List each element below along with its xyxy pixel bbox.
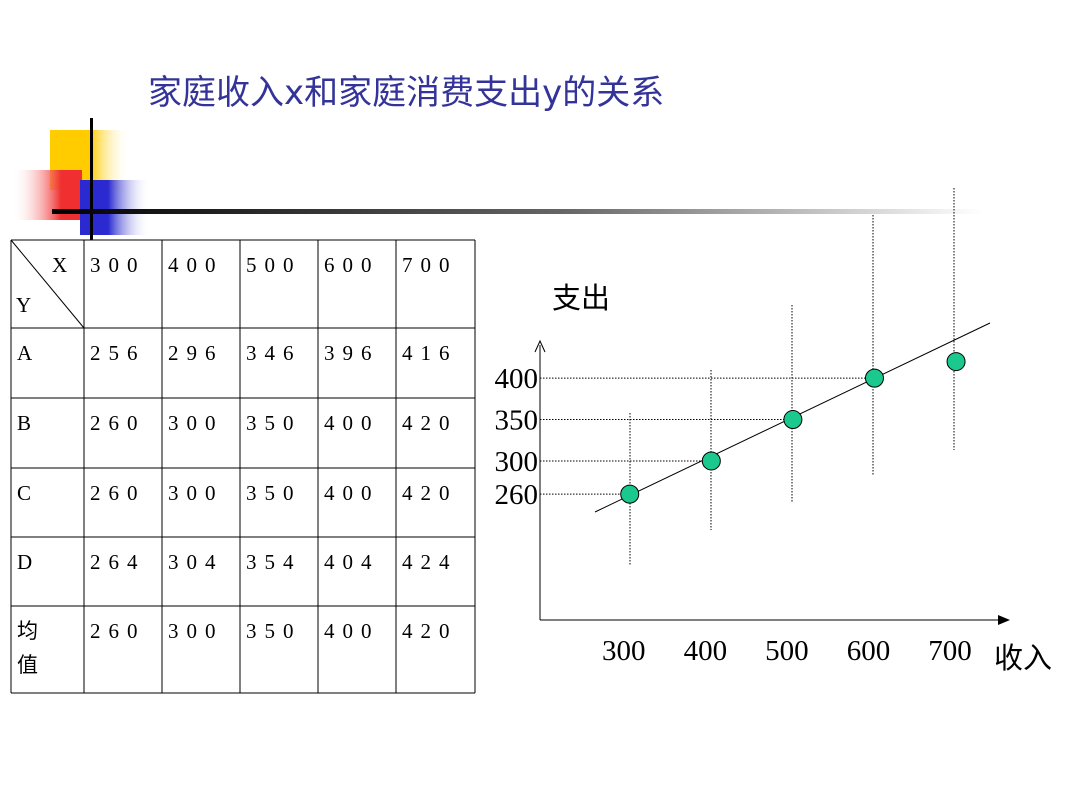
x-tick-label: 500 xyxy=(765,635,809,667)
table-cell: 420 xyxy=(402,619,458,643)
row-header-part: 值 xyxy=(17,653,46,677)
table-cell: 400 xyxy=(324,481,380,505)
column-header: 500 xyxy=(246,253,302,277)
table-cell: 260 xyxy=(90,619,146,643)
table-cell: 420 xyxy=(402,481,458,505)
x-tick-label: 300 xyxy=(602,635,646,667)
table-cell: 260 xyxy=(90,411,146,435)
row-header: 均值 xyxy=(17,619,46,677)
table-cell: 296 xyxy=(168,341,224,365)
table-cell: 350 xyxy=(246,481,302,505)
x-tick-label: 700 xyxy=(928,635,972,667)
y-tick-label: 260 xyxy=(495,479,539,511)
table-cell: 350 xyxy=(246,411,302,435)
spread-lines xyxy=(629,188,955,565)
row-header: C xyxy=(17,481,39,505)
x-tick-label: 600 xyxy=(847,635,891,667)
point xyxy=(701,451,721,471)
slide-title: 家庭收入x和家庭消费支出y的关系 xyxy=(148,73,664,113)
point xyxy=(864,368,884,388)
row-header: A xyxy=(17,341,40,365)
corner-label: Y xyxy=(16,293,39,317)
table-cell: 420 xyxy=(402,411,458,435)
table-cell: 260 xyxy=(90,481,146,505)
table-cell: 350 xyxy=(246,619,302,643)
table: XY 300 400 500 600 700 A 256 296 346 396 416 B 260 300… xyxy=(10,239,476,694)
table-cell: 354 xyxy=(246,550,302,574)
x-axis-label: 收入 xyxy=(994,642,1052,675)
column-header: 700 xyxy=(402,253,458,277)
table-cell: 424 xyxy=(402,550,458,574)
column-header: 400 xyxy=(168,253,224,277)
y-tick-label: 400 xyxy=(495,363,539,395)
point xyxy=(946,352,966,372)
table-cell: 300 xyxy=(168,411,224,435)
y-axis-label: 支出 xyxy=(552,282,610,315)
table-cell: 400 xyxy=(324,619,380,643)
decoration xyxy=(12,118,982,240)
table-cell: 264 xyxy=(90,550,146,574)
x-tick-label: 400 xyxy=(684,635,728,667)
row-header: D xyxy=(17,550,40,574)
y-tick-label: 300 xyxy=(495,446,539,478)
table-cell: 400 xyxy=(324,411,380,435)
column-header: 600 xyxy=(324,253,380,277)
table-cell: 404 xyxy=(324,550,380,574)
table-cell: 396 xyxy=(324,341,380,365)
table-cell: 300 xyxy=(168,481,224,505)
column-header: 300 xyxy=(90,253,146,277)
y-tick-label: 350 xyxy=(495,405,539,437)
table-cell: 304 xyxy=(168,550,224,574)
y-arrow xyxy=(534,339,546,353)
table-cell: 256 xyxy=(90,341,146,365)
row-header-part: 均 xyxy=(17,619,46,643)
point xyxy=(620,484,640,504)
table-cell: 416 xyxy=(402,341,458,365)
table-cell: 346 xyxy=(246,341,302,365)
point xyxy=(783,410,803,430)
corner-diagonal xyxy=(10,239,85,329)
row-header: B xyxy=(17,411,39,435)
x-arrow xyxy=(998,615,1010,625)
corner-label: X xyxy=(52,253,75,277)
table-cell: 300 xyxy=(168,619,224,643)
